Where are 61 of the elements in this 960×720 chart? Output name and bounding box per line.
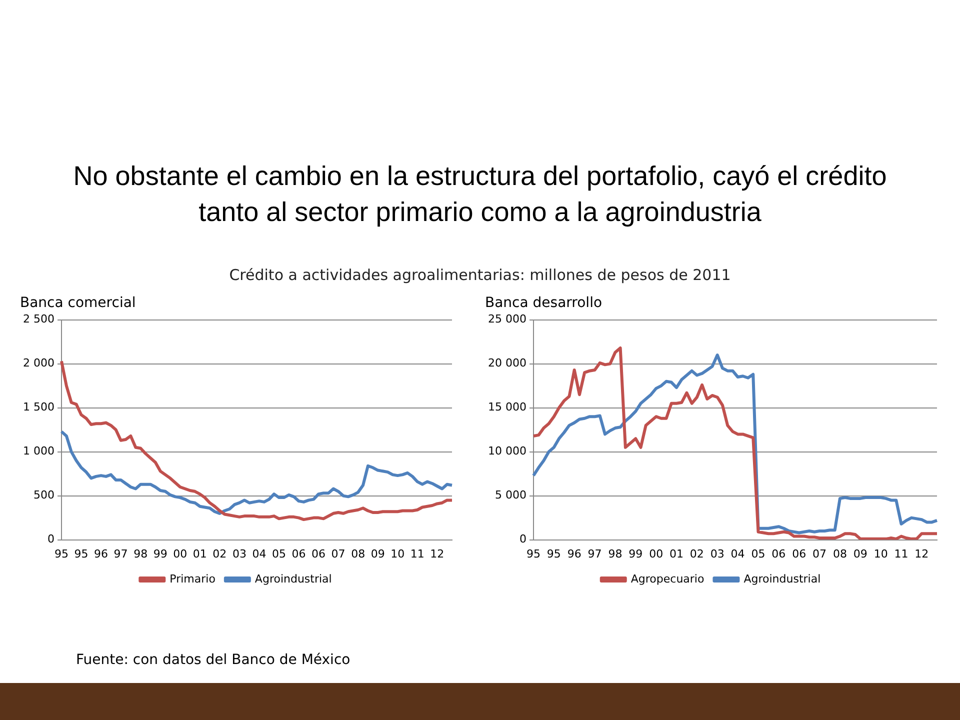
source-note: Fuente: con datos del Banco de México: [76, 652, 350, 668]
x-tick-label: 10: [874, 547, 888, 560]
x-tick-label: 95: [546, 547, 561, 560]
legend-label: Agropecuario: [630, 572, 704, 586]
legend-label: Agroindustrial: [744, 572, 821, 586]
x-tick-label: 97: [588, 547, 602, 560]
x-tick-label: 01: [192, 547, 207, 560]
x-tick-label: 96: [567, 547, 582, 560]
x-tick-label: 00: [173, 547, 188, 560]
x-tick-label: 02: [690, 547, 704, 560]
text: No obstante el cambio en la estructura del portafolio, cayó el crédito tanto al sector primario como a la agroindustria: [72, 160, 888, 229]
y-tick-label: 500: [33, 488, 54, 502]
x-tick-label: 11: [894, 547, 908, 560]
x-tick-label: 03: [710, 547, 724, 560]
y-tick-label: 20 000: [488, 356, 526, 370]
y-tick-label: 5 000: [494, 488, 526, 502]
x-tick-label: 95: [74, 547, 88, 560]
x-tick-label: 06: [312, 547, 326, 560]
x-tick-label: 09: [853, 547, 868, 560]
x-tick-label: 07: [331, 547, 346, 560]
y-tick-label: 2 000: [22, 356, 54, 370]
y-tick-label: 15 000: [488, 400, 526, 414]
chart-title: Banca comercial: [20, 295, 136, 312]
y-tick-label: 25 000: [488, 312, 526, 326]
text: Crédito a actividades agroalimentarias: millones de pesos de 2011: [228, 266, 732, 284]
x-tick-label: 12: [430, 547, 444, 560]
x-tick-label: 04: [730, 547, 745, 560]
legend-label: Agroindustrial: [254, 572, 332, 586]
x-tick-label: 07: [812, 547, 827, 560]
x-tick-label: 95: [54, 547, 68, 560]
x-tick-label: 04: [252, 547, 266, 560]
x-tick-label: 06: [792, 547, 806, 560]
x-tick-label: 05: [751, 547, 766, 560]
x-tick-label: 02: [212, 547, 227, 560]
x-tick-label: 09: [370, 547, 385, 560]
y-tick-label: 0: [519, 532, 526, 546]
x-tick-label: 00: [649, 547, 664, 560]
x-tick-label: 12: [914, 547, 929, 560]
x-tick-label: 97: [114, 547, 128, 560]
x-tick-label: 01: [670, 547, 684, 560]
y-tick-label: 10 000: [488, 444, 526, 458]
y-tick-label: 0: [47, 532, 54, 546]
x-tick-label: 98: [134, 547, 148, 560]
x-tick-label: 95: [526, 547, 540, 560]
y-tick-label: 2 500: [22, 312, 54, 326]
legend-label: Primario: [170, 572, 216, 586]
x-tick-label: 08: [832, 547, 847, 560]
x-tick-label: 06: [292, 547, 306, 560]
x-tick-label: 98: [608, 547, 622, 560]
x-tick-label: 08: [351, 547, 366, 560]
y-tick-label: 1 500: [22, 400, 54, 414]
x-tick-label: 05: [272, 547, 286, 560]
x-tick-label: 11: [410, 547, 424, 560]
x-tick-label: 99: [153, 547, 168, 560]
x-tick-label: 99: [628, 547, 643, 560]
chart-title: Banca desarrollo: [485, 295, 602, 312]
x-tick-label: 96: [94, 547, 108, 560]
x-tick-label: 06: [772, 547, 786, 560]
y-tick-label: 1 000: [22, 444, 54, 458]
x-tick-label: 10: [390, 547, 405, 560]
x-tick-label: 03: [232, 547, 246, 560]
